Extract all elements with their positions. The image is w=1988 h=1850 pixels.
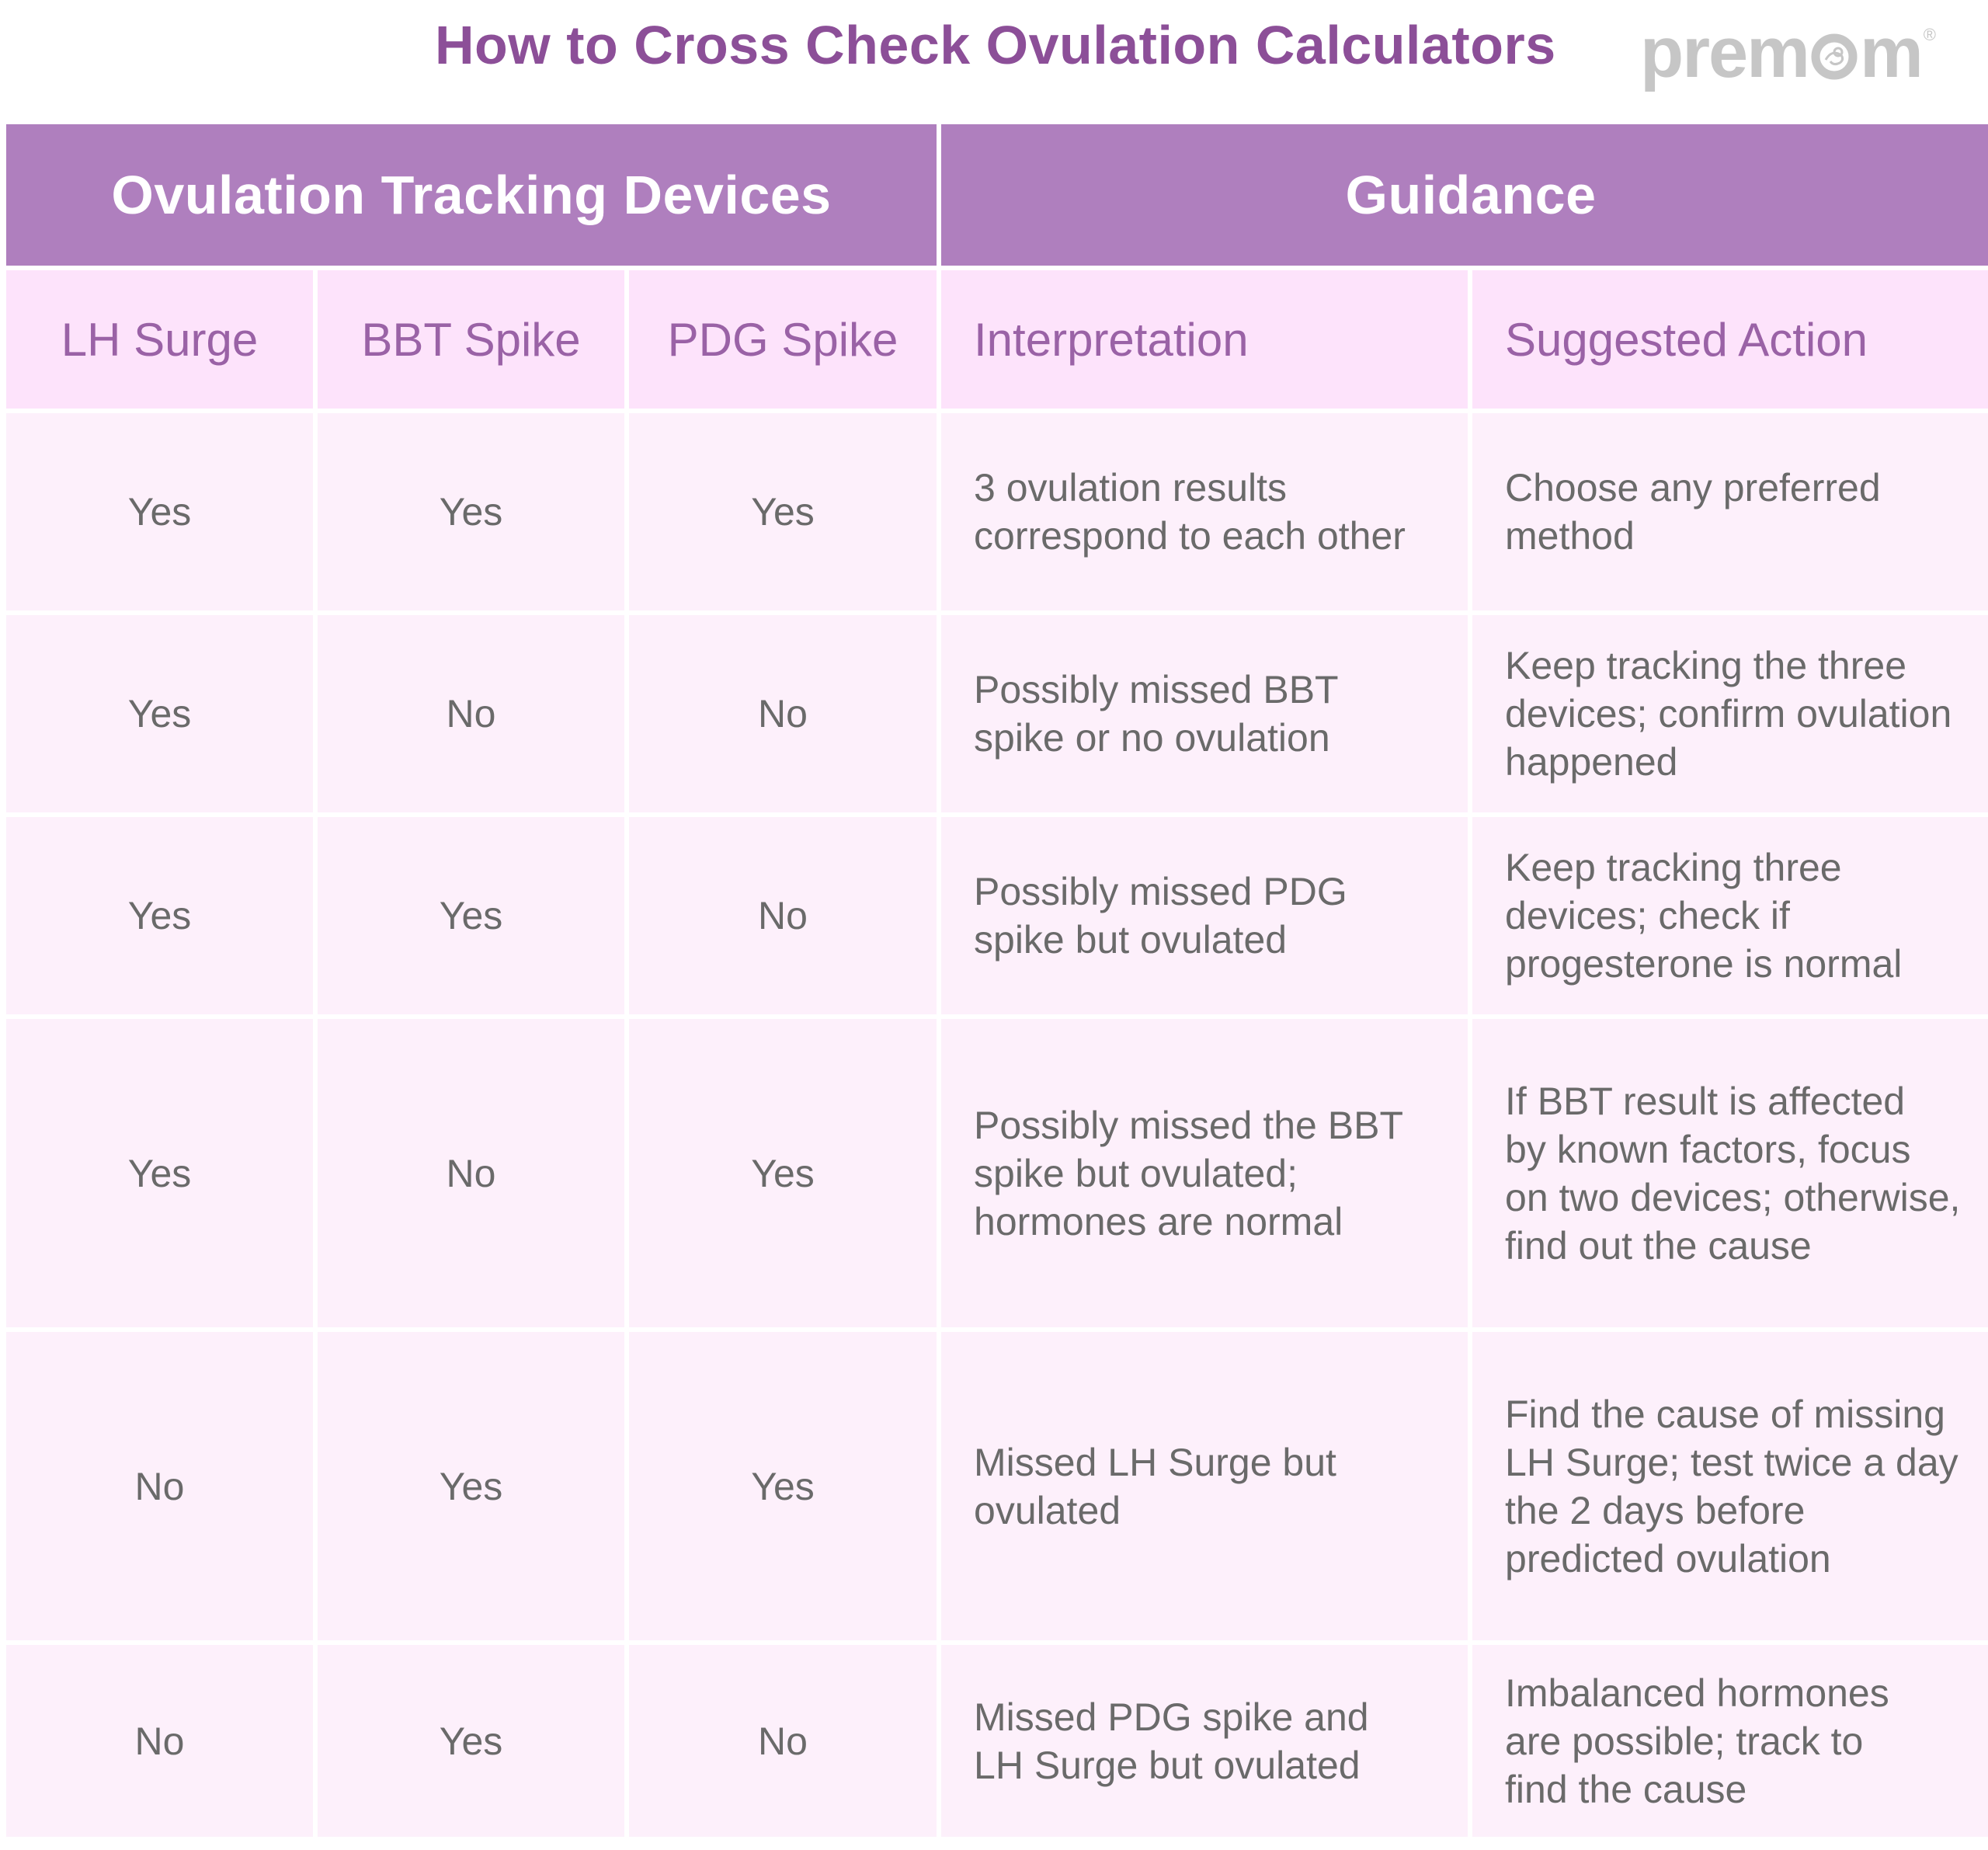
cell-lh-surge: Yes bbox=[6, 413, 313, 610]
cell-line: LH Surge; test twice a day bbox=[1505, 1440, 1958, 1484]
cell-line: If BBT result is affected bbox=[1505, 1079, 1906, 1123]
ovulation-table: Ovulation Tracking Devices Guidance LH S… bbox=[2, 120, 1988, 1841]
table-row: Yes No No Possibly missed BBT spike or n… bbox=[6, 615, 1988, 812]
cell-pdg-spike: Yes bbox=[629, 1332, 937, 1640]
cell-line: Find the cause of missing bbox=[1505, 1392, 1945, 1436]
logo-text-end: m bbox=[1859, 13, 1924, 92]
cell-line: Missed PDG spike and bbox=[974, 1695, 1369, 1739]
cell-line: devices; confirm ovulation bbox=[1505, 692, 1952, 735]
cell-line: method bbox=[1505, 514, 1635, 558]
cell-suggested-action: Keep tracking three devices; check if pr… bbox=[1472, 817, 1988, 1014]
cell-line: happened bbox=[1505, 740, 1678, 784]
page-header: How to Cross Check Ovulation Calculators… bbox=[0, 0, 1988, 124]
cell-line: hormones are normal bbox=[974, 1199, 1343, 1243]
cell-line: correspond to each other bbox=[974, 514, 1406, 558]
cell-bbt-spike: Yes bbox=[318, 1645, 624, 1837]
premom-logo: prem m ® bbox=[1640, 14, 1936, 92]
cell-line: 3 ovulation results bbox=[974, 466, 1288, 509]
cell-suggested-action: Choose any preferred method bbox=[1472, 413, 1988, 610]
column-header-interpretation: Interpretation bbox=[941, 270, 1468, 409]
registered-mark: ® bbox=[1923, 25, 1936, 44]
group-header-guidance: Guidance bbox=[941, 124, 1988, 266]
table-row: No Yes No Missed PDG spike and LH Surge … bbox=[6, 1645, 1988, 1837]
table-row: Yes No Yes Possibly missed the BBT spike… bbox=[6, 1019, 1988, 1327]
table-row: Yes Yes Yes 3 ovulation results correspo… bbox=[6, 413, 1988, 610]
cell-pdg-spike: Yes bbox=[629, 413, 937, 610]
group-header-devices: Ovulation Tracking Devices bbox=[6, 124, 937, 266]
cell-lh-surge: Yes bbox=[6, 1019, 313, 1327]
column-header-bbt-spike: BBT Spike bbox=[318, 270, 624, 409]
cell-line: Imbalanced hormones bbox=[1505, 1671, 1889, 1715]
cell-lh-surge: No bbox=[6, 1332, 313, 1640]
group-header-row: Ovulation Tracking Devices Guidance bbox=[6, 124, 1988, 266]
cell-line: the 2 days before bbox=[1505, 1488, 1806, 1532]
cell-suggested-action: Imbalanced hormones are possible; track … bbox=[1472, 1645, 1988, 1837]
cell-line: spike or no ovulation bbox=[974, 716, 1330, 760]
cell-line: predicted ovulation bbox=[1505, 1536, 1831, 1580]
cell-line: Missed LH Surge but bbox=[974, 1440, 1336, 1484]
column-header-pdg-spike: PDG Spike bbox=[629, 270, 937, 409]
table-row: No Yes Yes Missed LH Surge but ovulated … bbox=[6, 1332, 1988, 1640]
cell-suggested-action: Find the cause of missing LH Surge; test… bbox=[1472, 1332, 1988, 1640]
cell-line: spike but ovulated bbox=[974, 918, 1288, 962]
cell-bbt-spike: No bbox=[318, 1019, 624, 1327]
cell-line: Keep tracking the three bbox=[1505, 644, 1907, 687]
cell-interpretation: Possibly missed the BBT spike but ovulat… bbox=[941, 1019, 1468, 1327]
cell-line: devices; check if bbox=[1505, 894, 1790, 937]
cell-line: find the cause bbox=[1505, 1767, 1747, 1811]
cell-line: Possibly missed the BBT bbox=[974, 1103, 1403, 1147]
cell-line: by known factors, focus bbox=[1505, 1127, 1911, 1171]
table-row: Yes Yes No Possibly missed PDG spike but… bbox=[6, 817, 1988, 1014]
cell-lh-surge: No bbox=[6, 1645, 313, 1837]
logo-text-start: prem bbox=[1640, 13, 1810, 92]
column-header-suggested-action: Suggested Action bbox=[1472, 270, 1988, 409]
cell-pdg-spike: No bbox=[629, 1645, 937, 1837]
cell-bbt-spike: Yes bbox=[318, 413, 624, 610]
cell-interpretation: 3 ovulation results correspond to each o… bbox=[941, 413, 1468, 610]
cell-bbt-spike: No bbox=[318, 615, 624, 812]
cell-line: Possibly missed PDG bbox=[974, 870, 1347, 913]
cell-pdg-spike: Yes bbox=[629, 1019, 937, 1327]
cell-suggested-action: If BBT result is affected by known facto… bbox=[1472, 1019, 1988, 1327]
cell-line: on two devices; otherwise, bbox=[1505, 1175, 1961, 1219]
cell-line: Possibly missed BBT bbox=[974, 668, 1339, 711]
cell-line: Choose any preferred bbox=[1505, 466, 1881, 509]
cell-line: LH Surge but ovulated bbox=[974, 1743, 1361, 1787]
cell-line: ovulated bbox=[974, 1488, 1121, 1532]
cell-line: Keep tracking three bbox=[1505, 846, 1842, 889]
cell-line: find out the cause bbox=[1505, 1223, 1812, 1268]
cell-interpretation: Missed LH Surge but ovulated bbox=[941, 1332, 1468, 1640]
cell-pdg-spike: No bbox=[629, 615, 937, 812]
cell-bbt-spike: Yes bbox=[318, 817, 624, 1014]
cell-pdg-spike: No bbox=[629, 817, 937, 1014]
cell-line: spike but ovulated; bbox=[974, 1151, 1298, 1195]
baby-in-o-icon bbox=[1811, 33, 1858, 80]
cell-lh-surge: Yes bbox=[6, 615, 313, 812]
cell-interpretation: Possibly missed PDG spike but ovulated bbox=[941, 817, 1468, 1014]
cell-line: progesterone is normal bbox=[1505, 942, 1903, 986]
page-title: How to Cross Check Ovulation Calculators bbox=[435, 15, 1556, 75]
cell-bbt-spike: Yes bbox=[318, 1332, 624, 1640]
cell-suggested-action: Keep tracking the three devices; confirm… bbox=[1472, 615, 1988, 812]
column-header-row: LH Surge BBT Spike PDG Spike Interpretat… bbox=[6, 270, 1988, 409]
cell-line: are possible; track to bbox=[1505, 1719, 1864, 1763]
column-header-lh-surge: LH Surge bbox=[6, 270, 313, 409]
cell-interpretation: Possibly missed BBT spike or no ovulatio… bbox=[941, 615, 1468, 812]
cell-interpretation: Missed PDG spike and LH Surge but ovulat… bbox=[941, 1645, 1468, 1837]
cell-lh-surge: Yes bbox=[6, 817, 313, 1014]
